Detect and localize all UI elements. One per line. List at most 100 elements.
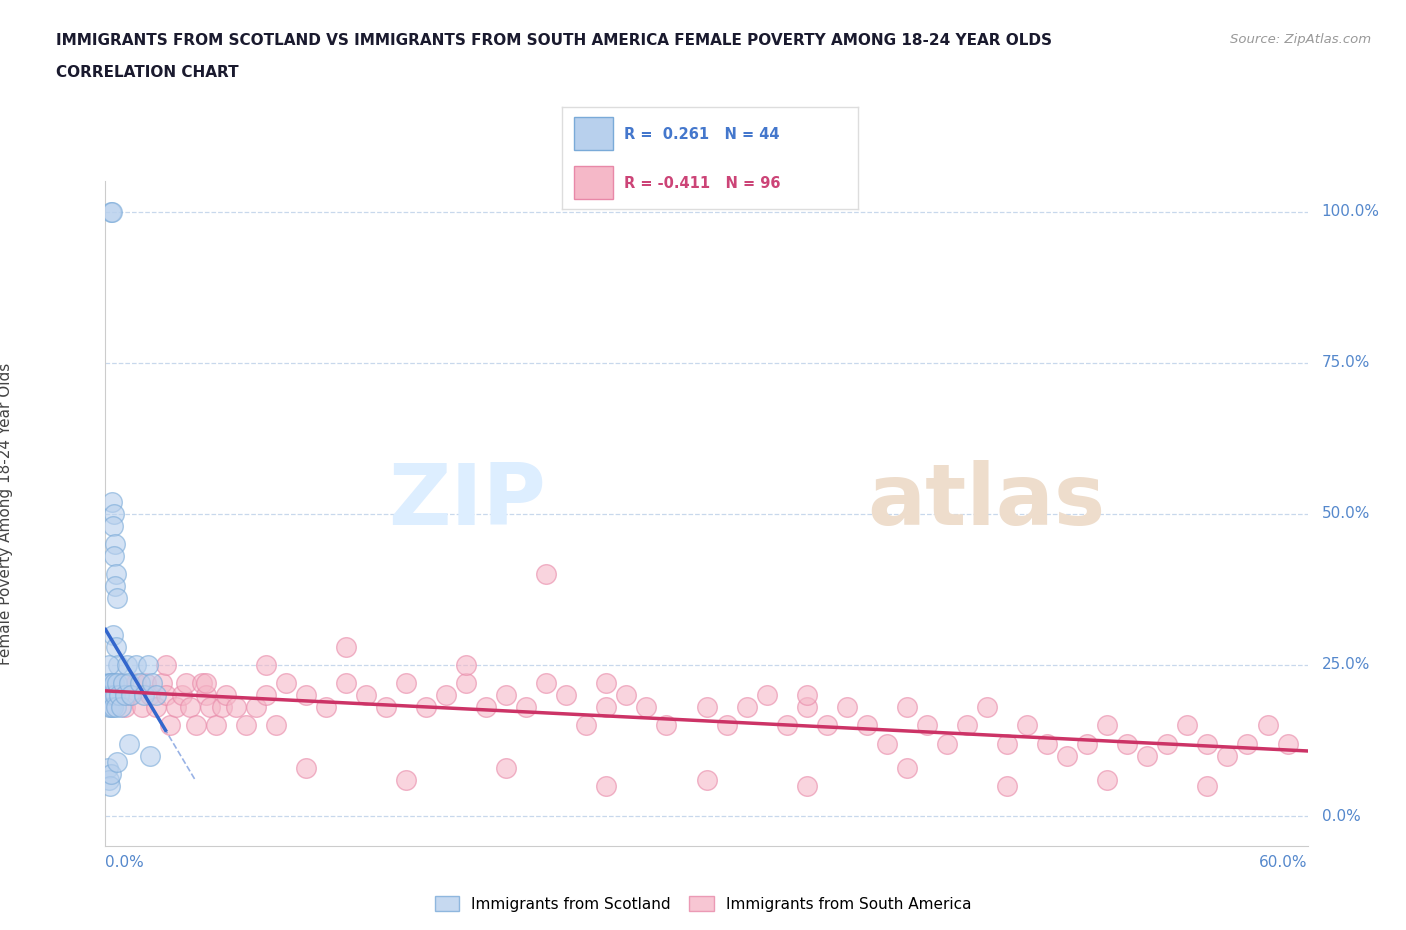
Point <box>121 688 143 703</box>
Point <box>117 658 139 672</box>
Point <box>225 700 247 715</box>
Point <box>107 754 129 769</box>
Point <box>1156 737 1178 751</box>
Text: R =  0.261   N = 44: R = 0.261 N = 44 <box>624 127 780 142</box>
Point <box>100 766 122 781</box>
Point <box>796 688 818 703</box>
Point <box>104 688 127 703</box>
Point <box>835 700 858 715</box>
Point <box>103 549 125 564</box>
Point <box>159 718 181 733</box>
Point <box>98 676 121 691</box>
Point <box>696 772 718 787</box>
Point <box>595 676 617 691</box>
Point <box>194 688 217 703</box>
Point <box>1136 748 1159 763</box>
Point <box>335 676 357 691</box>
Text: 75.0%: 75.0% <box>1322 355 1369 370</box>
Point <box>896 761 918 776</box>
Point <box>96 676 118 691</box>
Point <box>515 700 537 715</box>
Point <box>395 676 418 691</box>
Point <box>755 688 778 703</box>
Point <box>1036 737 1059 751</box>
Point <box>114 700 136 715</box>
Point <box>245 700 267 715</box>
Point <box>575 718 598 733</box>
Point <box>1015 718 1038 733</box>
Bar <box>574 166 613 199</box>
Point <box>136 658 159 672</box>
Point <box>1056 748 1078 763</box>
Point <box>214 688 236 703</box>
Point <box>915 718 938 733</box>
Point <box>295 761 318 776</box>
Point <box>145 700 167 715</box>
Point <box>1116 737 1139 751</box>
Point <box>456 676 478 691</box>
Point <box>135 676 157 691</box>
Point <box>155 688 177 703</box>
Point <box>97 688 120 703</box>
Text: ZIP: ZIP <box>388 460 546 543</box>
Point <box>335 640 357 655</box>
Point <box>104 537 127 551</box>
Point <box>776 718 799 733</box>
Point <box>716 718 738 733</box>
Point <box>179 700 201 715</box>
Point <box>103 628 125 643</box>
Text: Source: ZipAtlas.com: Source: ZipAtlas.com <box>1230 33 1371 46</box>
Legend: Immigrants from Scotland, Immigrants from South America: Immigrants from Scotland, Immigrants fro… <box>429 890 977 918</box>
Point <box>118 737 141 751</box>
Point <box>101 519 124 534</box>
Point <box>395 772 418 787</box>
Point <box>896 700 918 715</box>
Point <box>815 718 838 733</box>
Point <box>1175 718 1198 733</box>
Point <box>174 676 197 691</box>
Point <box>107 591 129 606</box>
Bar <box>574 117 613 150</box>
Point <box>131 700 153 715</box>
Point <box>495 761 517 776</box>
Point <box>132 688 155 703</box>
Point <box>1257 718 1279 733</box>
Point <box>128 676 150 691</box>
Point <box>155 658 177 672</box>
Point <box>112 676 135 691</box>
Point <box>98 700 121 715</box>
Point <box>118 676 141 691</box>
Point <box>456 658 478 672</box>
Point <box>110 700 132 715</box>
Point <box>105 700 128 715</box>
Point <box>1216 748 1239 763</box>
Point <box>696 700 718 715</box>
Point <box>100 676 122 691</box>
Point <box>190 676 212 691</box>
Text: 50.0%: 50.0% <box>1322 506 1369 522</box>
Point <box>274 676 297 691</box>
Point <box>104 688 127 703</box>
Point <box>235 718 257 733</box>
Point <box>138 688 160 703</box>
Point <box>936 737 959 751</box>
Text: atlas: atlas <box>866 460 1105 543</box>
Point <box>97 761 120 776</box>
Point <box>415 700 437 715</box>
Point <box>295 688 318 703</box>
Point <box>1197 778 1219 793</box>
Point <box>434 688 457 703</box>
Point <box>796 700 818 715</box>
Point <box>1076 737 1098 751</box>
Point <box>124 676 146 691</box>
Point <box>110 676 132 691</box>
Point <box>98 658 121 672</box>
Point <box>796 778 818 793</box>
Point <box>735 700 758 715</box>
Point <box>616 688 638 703</box>
Point <box>118 688 141 703</box>
Point <box>103 507 125 522</box>
Point <box>655 718 678 733</box>
Point <box>114 688 136 703</box>
Point <box>150 676 173 691</box>
